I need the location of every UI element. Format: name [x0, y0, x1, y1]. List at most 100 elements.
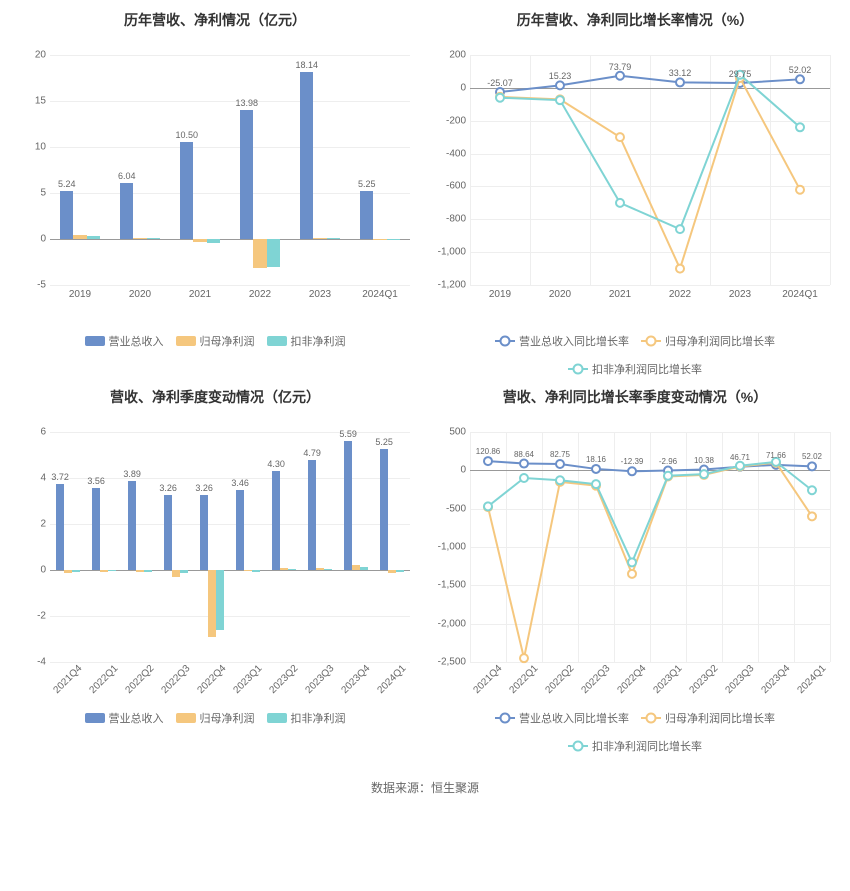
- x-tick: 2023Q2: [688, 663, 721, 696]
- y-tick: -800: [446, 214, 466, 225]
- legend-label: 归母净利润: [200, 333, 255, 349]
- bar: [164, 495, 172, 570]
- bar-label: 18.14: [296, 60, 319, 70]
- bar-label: 3.26: [195, 483, 213, 493]
- bar-label: 5.59: [339, 429, 357, 439]
- bar-label: 4.30: [267, 459, 285, 469]
- y-tick: 200: [449, 50, 466, 61]
- x-tick: 2024Q1: [796, 663, 829, 696]
- legend-item: 归母净利润: [176, 710, 255, 726]
- point-label: 33.12: [669, 68, 692, 78]
- chart-title: 营收、净利季度变动情况（亿元）: [10, 387, 420, 407]
- bar: [216, 570, 224, 630]
- x-tick: 2019: [489, 289, 511, 300]
- point-label: 46.71: [730, 453, 750, 462]
- y-tick: 6: [40, 427, 46, 438]
- bar: [120, 183, 133, 239]
- legend-label: 营业总收入同比增长率: [519, 333, 629, 349]
- x-tick: 2023: [729, 289, 751, 300]
- bar: [92, 488, 100, 570]
- chart-grid: 历年营收、净利情况（亿元） -5051015205.246.0410.5013.…: [0, 0, 850, 764]
- bar: [360, 567, 368, 570]
- x-tick: 2022Q2: [544, 663, 577, 696]
- legend-label: 归母净利润同比增长率: [665, 710, 775, 726]
- bar: [308, 460, 316, 570]
- y-tick: -400: [446, 148, 466, 159]
- data-source-footer: 数据来源：恒生聚源: [0, 764, 850, 811]
- y-tick: -1,500: [438, 580, 466, 591]
- bar: [128, 481, 136, 570]
- legend-swatch-icon: [176, 336, 196, 346]
- bar: [133, 238, 146, 239]
- bar: [136, 570, 144, 572]
- x-tick: 2020: [129, 289, 151, 300]
- point-label: 52.02: [789, 65, 812, 75]
- x-tick: 2022: [669, 289, 691, 300]
- x-tick: 2023: [309, 289, 331, 300]
- point-label: 71.66: [766, 451, 786, 460]
- x-tick: 2023Q1: [652, 663, 685, 696]
- point-label: -2.96: [659, 457, 677, 466]
- point-label: 29.75: [729, 69, 752, 79]
- x-tick: 2022Q4: [196, 663, 229, 696]
- legend-item: 营业总收入: [85, 333, 164, 349]
- bar: [327, 238, 340, 239]
- point-label: 88.64: [514, 450, 534, 459]
- bar: [236, 490, 244, 570]
- x-tick: 2023Q1: [232, 663, 265, 696]
- bar: [324, 569, 332, 570]
- x-tick: 2023Q3: [304, 663, 337, 696]
- x-tick: 2020: [549, 289, 571, 300]
- point-label: 82.75: [550, 450, 570, 459]
- chart-body: -4-202463.723.563.893.263.263.464.304.79…: [10, 422, 420, 702]
- legend-label: 扣非净利润: [291, 710, 346, 726]
- legend-line-icon: [641, 340, 661, 342]
- x-tick: 2019: [69, 289, 91, 300]
- bar: [240, 110, 253, 239]
- bar: [60, 191, 73, 239]
- legend-swatch-icon: [267, 713, 287, 723]
- legend-label: 扣非净利润: [291, 333, 346, 349]
- legend-line-icon: [641, 717, 661, 719]
- point-label: 15.23: [549, 71, 572, 81]
- y-tick: 20: [35, 50, 46, 61]
- x-tick: 2021: [189, 289, 211, 300]
- x-tick: 2021Q4: [52, 663, 85, 696]
- y-tick: 0: [460, 465, 466, 476]
- x-tick: 2021Q4: [472, 663, 505, 696]
- legend-item: 营业总收入同比增长率: [495, 710, 629, 726]
- bar: [272, 471, 280, 570]
- bar: [56, 484, 64, 570]
- bar: [180, 570, 188, 573]
- y-tick: -1,200: [438, 280, 466, 291]
- legend-label: 归母净利润同比增长率: [665, 333, 775, 349]
- plot-area: 5.246.0410.5013.9818.145.25: [50, 55, 410, 285]
- legend-line-icon: [568, 745, 588, 747]
- bar: [72, 570, 80, 572]
- chart-title: 历年营收、净利同比增长率情况（%）: [430, 10, 840, 30]
- chart-legend: 营业总收入归母净利润扣非净利润: [10, 710, 420, 726]
- y-tick: 5: [40, 188, 46, 199]
- bar: [267, 239, 280, 267]
- legend-swatch-icon: [267, 336, 287, 346]
- x-tick: 2023Q3: [724, 663, 757, 696]
- bar: [193, 239, 206, 242]
- plot-area: 120.8688.6482.7518.16-12.39-2.9610.3846.…: [470, 432, 830, 662]
- legend-label: 营业总收入: [109, 333, 164, 349]
- bar-label: 5.24: [58, 179, 76, 189]
- y-tick: 0: [40, 565, 46, 576]
- x-tick: 2023Q4: [340, 663, 373, 696]
- bar: [380, 449, 388, 570]
- legend-item: 扣非净利润同比增长率: [568, 361, 702, 377]
- x-tick: 2023Q4: [760, 663, 793, 696]
- bar: [73, 235, 86, 239]
- bar: [252, 570, 260, 572]
- bar-label: 4.79: [303, 448, 321, 458]
- y-tick: 0: [40, 234, 46, 245]
- y-tick: 2: [40, 519, 46, 530]
- legend-item: 扣非净利润: [267, 333, 346, 349]
- y-tick: 10: [35, 142, 46, 153]
- legend-item: 营业总收入同比增长率: [495, 333, 629, 349]
- x-tick: 2022Q3: [580, 663, 613, 696]
- y-tick: -1,000: [438, 247, 466, 258]
